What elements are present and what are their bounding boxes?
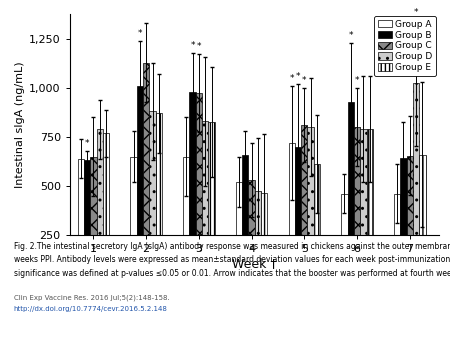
X-axis label: Week †: Week † — [232, 257, 277, 270]
Bar — [314, 164, 320, 235]
Bar — [137, 86, 143, 235]
Bar — [301, 125, 307, 235]
Bar — [156, 114, 162, 235]
Text: *: * — [197, 42, 201, 51]
Bar — [202, 121, 208, 235]
Bar — [97, 129, 103, 235]
Bar — [400, 158, 407, 235]
Bar — [347, 102, 354, 235]
Bar — [367, 129, 373, 235]
Bar — [90, 156, 97, 235]
Text: *: * — [355, 76, 359, 85]
Bar — [143, 63, 149, 235]
Text: Clin Exp Vaccine Res. 2016 Jul;5(2):148-158.: Clin Exp Vaccine Res. 2016 Jul;5(2):148-… — [14, 294, 169, 300]
Bar — [84, 161, 90, 235]
Text: significance was defined at p-values ≤0.05 or 0.01. Arrow indicates that the boo: significance was defined at p-values ≤0.… — [14, 269, 450, 278]
Bar — [261, 193, 267, 235]
Text: *: * — [138, 29, 142, 38]
Bar — [189, 92, 196, 235]
Bar — [78, 159, 84, 235]
Legend: Group A, Group B, Group C, Group D, Group E: Group A, Group B, Group C, Group D, Grou… — [374, 16, 436, 76]
Bar — [360, 129, 367, 235]
Bar — [236, 182, 242, 235]
Bar — [354, 127, 360, 235]
Text: *: * — [414, 8, 418, 18]
Bar — [183, 156, 189, 235]
Text: weeks PPI. Antibody levels were expressed as mean±standard deviation values for : weeks PPI. Antibody levels were expresse… — [14, 255, 450, 264]
Y-axis label: Intestinal sIgA (ng/mL): Intestinal sIgA (ng/mL) — [15, 61, 25, 188]
Bar — [288, 143, 295, 235]
Bar — [208, 122, 215, 235]
Bar — [130, 156, 137, 235]
Bar — [248, 180, 255, 235]
Bar — [295, 147, 301, 235]
Text: *: * — [289, 74, 294, 83]
Text: *: * — [190, 41, 195, 50]
Text: *: * — [302, 76, 306, 85]
Bar — [255, 191, 261, 235]
Bar — [196, 93, 202, 235]
Bar — [394, 194, 400, 235]
Text: Fig. 2.The intestinal secretory IgA (sIgA) antibody response was measured in chi: Fig. 2.The intestinal secretory IgA (sIg… — [14, 242, 450, 251]
Bar — [413, 83, 419, 235]
Text: *: * — [296, 72, 300, 81]
Bar — [242, 154, 248, 235]
Text: *: * — [348, 31, 353, 40]
Text: http://dx.doi.org/10.7774/cevr.2016.5.2.148: http://dx.doi.org/10.7774/cevr.2016.5.2.… — [14, 306, 167, 312]
Bar — [149, 112, 156, 235]
Text: *: * — [85, 139, 90, 148]
Bar — [407, 155, 413, 235]
Bar — [103, 133, 109, 235]
Bar — [341, 194, 347, 235]
Bar — [419, 154, 426, 235]
Bar — [307, 127, 314, 235]
